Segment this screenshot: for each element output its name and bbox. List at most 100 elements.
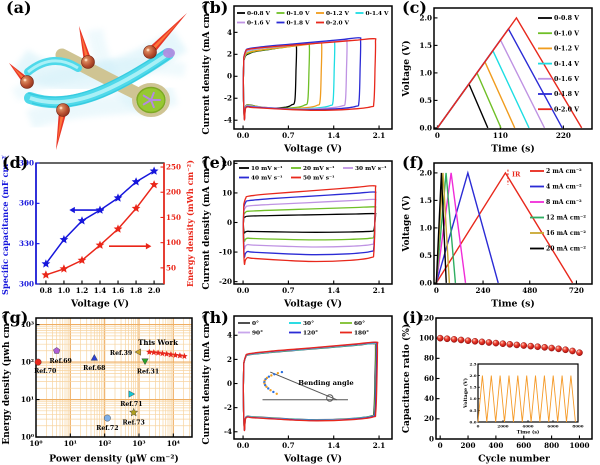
- svg-text:Time (s): Time (s): [491, 144, 534, 155]
- svg-text:0-1.4 V: 0-1.4 V: [366, 11, 390, 17]
- svg-text:40: 40: [424, 394, 434, 403]
- svg-text:0.0: 0.0: [237, 441, 250, 450]
- svg-text:360: 360: [19, 199, 34, 208]
- svg-text:1.4: 1.4: [327, 131, 340, 140]
- svg-text:1.0: 1.0: [58, 286, 71, 295]
- svg-text:40 mV s⁻¹: 40 mV s⁻¹: [251, 175, 283, 182]
- svg-text:100: 100: [166, 238, 181, 247]
- svg-text:0.0: 0.0: [237, 131, 250, 140]
- panel-f: (f) 0 240 480 720 0.0 0.5 1.0 1.5 2.0 Time (s) Vol…: [400, 153, 600, 310]
- svg-text:1.5: 1.5: [419, 196, 432, 205]
- svg-text:This Work: This Work: [138, 338, 178, 347]
- svg-text:120: 120: [419, 313, 434, 322]
- svg-text:0: 0: [227, 379, 232, 388]
- svg-text:0.0: 0.0: [419, 123, 432, 132]
- svg-text:0-1.6 V: 0-1.6 V: [247, 21, 271, 27]
- panel-e: (e) 0.0 0.7 1.4 2.1 -20 -10 0 10 20 Voltage (V) Cu…: [200, 153, 400, 310]
- svg-text:0-1.8 V: 0-1.8 V: [554, 91, 579, 98]
- svg-text:2 mA cm⁻²: 2 mA cm⁻²: [546, 168, 582, 175]
- svg-text:Voltage (V): Voltage (V): [401, 195, 412, 252]
- svg-text:220: 220: [556, 131, 571, 140]
- svg-text:100: 100: [419, 334, 434, 343]
- svg-text:IR: IR: [512, 171, 521, 179]
- svg-text:0-1.8 V: 0-1.8 V: [287, 21, 311, 27]
- svg-text:330: 330: [19, 239, 34, 248]
- svg-text:Current density (mA cm⁻²): Current density (mA cm⁻²): [201, 0, 212, 134]
- svg-text:Voltage (V): Voltage (V): [401, 40, 412, 97]
- svg-text:-2: -2: [224, 94, 232, 103]
- panel-f-gcd-current-density-chart: 0 240 480 720 0.0 0.5 1.0 1.5 2.0 Time (s) Voltage…: [401, 162, 593, 310]
- svg-text:-2: -2: [224, 403, 232, 412]
- svg-text:2.0: 2.0: [419, 13, 432, 22]
- panel-b-label: (b): [202, 0, 229, 17]
- svg-text:1.4: 1.4: [327, 441, 340, 450]
- panel-g-label: (g): [2, 308, 29, 327]
- panel-b-cv-voltage-window-chart: 0.0 0.7 1.4 2.1 -4 -2 0 2 4 Voltage (V) Current de…: [201, 0, 393, 155]
- svg-text:0.8: 0.8: [40, 286, 53, 295]
- svg-text:720: 720: [569, 286, 584, 295]
- panel-i-label: (i): [402, 308, 424, 327]
- svg-text:Ref.72: Ref.72: [96, 425, 118, 432]
- svg-text:4: 4: [227, 28, 232, 37]
- svg-text:180°: 180°: [354, 331, 369, 337]
- svg-text:-4: -4: [224, 116, 232, 125]
- svg-text:16 mA cm⁻²: 16 mA cm⁻²: [546, 230, 586, 237]
- svg-text:80: 80: [424, 354, 434, 363]
- svg-text:Ref.73: Ref.73: [123, 420, 145, 427]
- panel-d-label: (d): [2, 153, 29, 172]
- svg-text:0-1.2 V: 0-1.2 V: [326, 11, 350, 17]
- panel-e-cv-scan-rate-chart: 0.0 0.7 1.4 2.1 -20 -10 0 10 20 Voltage (V) Curren…: [201, 155, 393, 310]
- panel-d: (d) 0.8 1.0 1.2 1.4 1.6 1.8 2.0 300 330 360 390 50 1…: [0, 153, 200, 310]
- svg-text:4000: 4000: [522, 424, 533, 429]
- svg-text:Bending angle: Bending angle: [298, 379, 354, 387]
- svg-text:1.0: 1.0: [419, 223, 432, 232]
- svg-text:10²: 10²: [98, 439, 111, 448]
- svg-text:480: 480: [522, 286, 537, 295]
- svg-text:2000: 2000: [497, 424, 508, 429]
- svg-text:2: 2: [227, 355, 232, 364]
- svg-text:Current density (mA cm⁻²): Current density (mA cm⁻²): [201, 310, 212, 444]
- svg-text:0: 0: [477, 424, 480, 429]
- svg-text:240: 240: [476, 286, 491, 295]
- svg-text:0.0: 0.0: [470, 419, 477, 424]
- svg-text:0-1.0 V: 0-1.0 V: [554, 30, 579, 37]
- panel-c: (c) 0 110 220 0.0 0.5 1.0 1.5 2.0 Time (s) Voltag…: [400, 0, 600, 155]
- svg-text:10³: 10³: [21, 320, 34, 329]
- svg-text:-4: -4: [224, 427, 232, 436]
- svg-text:2.0: 2.0: [148, 286, 161, 295]
- svg-text:-10: -10: [219, 247, 232, 256]
- svg-text:Voltage (V): Voltage (V): [70, 299, 129, 310]
- svg-text:20 mA cm⁻²: 20 mA cm⁻²: [546, 246, 586, 253]
- svg-text:Ref.71: Ref.71: [120, 401, 142, 408]
- panel-d-capacitance-energy-chart: 0.8 1.0 1.2 1.4 1.6 1.8 2.0 300 330 360 390 50 100 15…: [0, 155, 195, 310]
- svg-text:Cycle number: Cycle number: [478, 454, 550, 465]
- svg-text:20 mV s⁻¹: 20 mV s⁻¹: [303, 165, 335, 172]
- svg-text:20: 20: [222, 159, 232, 168]
- panel-h: (h) 0.0 0.7 1.4 2.1 -4 -2 0 2 4 Voltage (V) Curren…: [200, 308, 400, 465]
- svg-text:0.5: 0.5: [470, 408, 477, 413]
- svg-text:0.7: 0.7: [282, 286, 295, 295]
- svg-text:390: 390: [19, 158, 34, 167]
- svg-text:Specific capacitance (mF cm⁻²): Specific capacitance (mF cm⁻²): [0, 155, 10, 295]
- svg-text:0: 0: [429, 434, 434, 443]
- svg-text:-20: -20: [219, 277, 232, 286]
- svg-text:8000: 8000: [572, 424, 583, 429]
- panel-c-label: (c): [402, 0, 427, 17]
- svg-text:0-2.0 V: 0-2.0 V: [554, 106, 579, 113]
- svg-text:0: 0: [435, 131, 440, 140]
- svg-text:0.5: 0.5: [419, 96, 432, 105]
- svg-text:1.6: 1.6: [112, 286, 125, 295]
- panel-i-cycling-stability-chart: 0 200 400 600 800 1000 0 20 40 60 80 100 120 Cycle nu…: [401, 313, 593, 465]
- svg-text:2.0: 2.0: [419, 168, 432, 177]
- svg-text:150: 150: [166, 213, 181, 222]
- svg-text:12 mA cm⁻²: 12 mA cm⁻²: [546, 215, 586, 222]
- svg-text:10 mV s⁻¹: 10 mV s⁻¹: [251, 165, 283, 172]
- svg-text:Ref.69: Ref.69: [50, 358, 72, 365]
- panel-b: (b) 0.0 0.7 1.4 2.1 -4 -2 0 2 4 Voltage (V) Curren…: [200, 0, 400, 155]
- svg-text:50: 50: [166, 263, 176, 272]
- svg-text:200: 200: [461, 441, 476, 450]
- svg-text:0-0.8 V: 0-0.8 V: [554, 15, 579, 22]
- svg-text:10²: 10²: [21, 357, 34, 366]
- svg-text:0.7: 0.7: [282, 441, 295, 450]
